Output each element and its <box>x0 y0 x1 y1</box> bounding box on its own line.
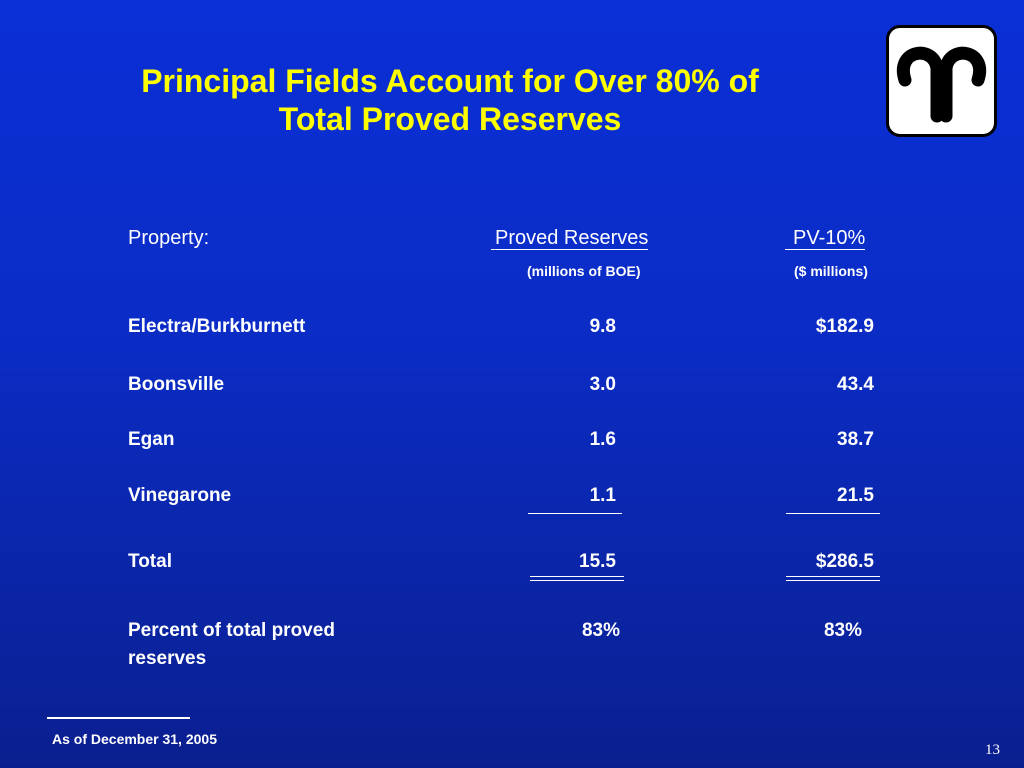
footnote: As of December 31, 2005 <box>52 731 217 747</box>
total-double-rule-pv10 <box>786 576 880 581</box>
row-property: Electra/Burkburnett <box>128 316 306 337</box>
row-reserves: 1.1 <box>589 485 616 506</box>
title-line-2: Total Proved Reserves <box>278 101 622 137</box>
percent-label-line-2: reserves <box>128 648 207 669</box>
header-pv10: PV-10% <box>785 227 866 250</box>
company-logo-icon <box>896 46 987 123</box>
row-pv10: $182.9 <box>815 316 874 337</box>
row-property: Vinegarone <box>128 485 232 506</box>
subtotal-rule-reserves <box>528 513 622 514</box>
slide-title: Principal Fields Account for Over 80% of… <box>40 62 860 138</box>
footnote-rule <box>47 717 190 719</box>
percent-reserves: 83% <box>581 620 620 641</box>
row-pv10: 43.4 <box>837 374 874 395</box>
percent-pv10: 83% <box>823 620 862 641</box>
header-reserves-unit: (millions of BOE) <box>527 263 641 279</box>
row-property: Egan <box>128 429 175 450</box>
row-pv10: 38.7 <box>837 429 874 450</box>
row-reserves: 1.6 <box>589 429 616 450</box>
total-pv10: $286.5 <box>815 551 874 572</box>
total-label: Total <box>128 551 172 572</box>
title-line-1: Principal Fields Account for Over 80% of <box>141 63 759 99</box>
row-reserves: 3.0 <box>589 374 616 395</box>
total-reserves: 15.5 <box>579 551 616 572</box>
page-number: 13 <box>985 742 1000 758</box>
row-reserves: 9.8 <box>589 316 616 337</box>
percent-label-line-1: Percent of total proved <box>128 620 335 641</box>
row-property: Boonsville <box>128 374 225 395</box>
row-pv10: 21.5 <box>837 485 874 506</box>
subtotal-rule-pv10 <box>786 513 880 514</box>
company-logo <box>886 25 997 137</box>
header-property: Property: <box>128 227 210 249</box>
header-proved-reserves: Proved Reserves <box>491 227 649 250</box>
total-double-rule-reserves <box>530 576 624 581</box>
header-pv10-unit: ($ millions) <box>794 263 868 279</box>
